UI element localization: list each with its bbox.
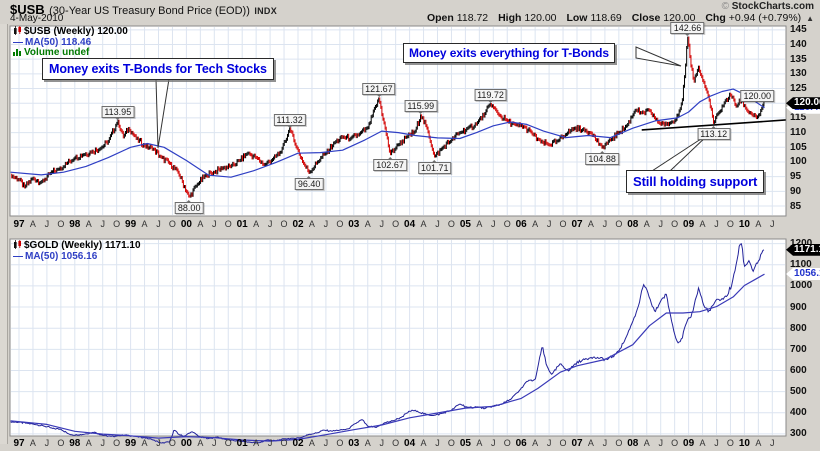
callout-tbonds-pointer	[635, 46, 682, 67]
close-label: Close	[631, 12, 661, 24]
chg-label: Chg	[705, 12, 726, 24]
symbol-description: (30-Year US Treasury Bond Price (EOD))	[49, 5, 250, 17]
left-groove-strip	[0, 24, 8, 444]
copyright-icon: ©	[721, 1, 729, 12]
gold-plot-area	[9, 238, 787, 437]
high-value: 120.00	[524, 12, 557, 24]
chart-header: $USB (30-Year US Treasury Bond Price (EO…	[0, 0, 820, 25]
gold-ma50-line	[10, 273, 765, 442]
close-value: 120.00	[663, 12, 696, 24]
copyright-text: StockCharts.com	[731, 1, 814, 12]
high-label: High	[498, 12, 522, 24]
low-label: Low	[566, 12, 588, 24]
open-value: 118.72	[456, 12, 489, 24]
symbol: $USB	[10, 2, 45, 17]
change-up-arrow-icon: ▲	[806, 14, 814, 23]
chg-value: +0.94 (+0.79%)	[728, 12, 802, 24]
chart-title-line: $USB (30-Year US Treasury Bond Price (EO…	[10, 1, 277, 19]
ohlc-quote: Open 118.72 High 120.00 Low 118.69 Close 120…	[420, 12, 814, 24]
open-label: Open	[426, 12, 454, 24]
copyright: © StockCharts.com	[722, 1, 814, 12]
usb-support-trendline	[641, 119, 786, 131]
usb-plot-area	[9, 25, 787, 217]
low-value: 118.69	[590, 12, 622, 24]
chart-date: 4-May-2010	[10, 13, 64, 24]
exchange-label: INDX	[254, 6, 278, 16]
